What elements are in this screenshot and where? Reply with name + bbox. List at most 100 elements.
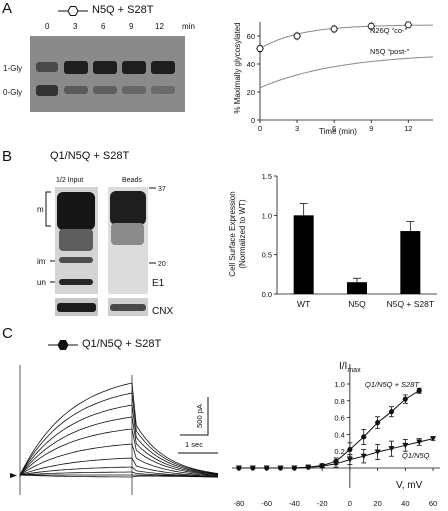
panel-c-x-tick-label: -40 (289, 499, 300, 508)
current-trace (19, 416, 219, 477)
gel-label-1gly: 1-Gly (3, 64, 23, 73)
time-9: 9 (129, 22, 134, 31)
band-label-un: un (37, 278, 46, 287)
panel-c-point-hexagon (388, 409, 395, 415)
time-unit: min (182, 22, 195, 31)
panel-a-x-tick-label: 12 (404, 124, 412, 133)
panel-b-bars: WT N5Q N5Q + S28T (293, 203, 434, 309)
panel-c-point-triangle (249, 465, 256, 471)
panel-a-x-tick-label: 6 (332, 124, 336, 133)
panel-a-y-tick-label: 0 (251, 116, 255, 125)
gel-label-0gly: 0-Gly (3, 88, 23, 97)
panel-a-x-tick-label: 3 (295, 124, 299, 133)
panel-b-y-tick-label: 1.0 (262, 211, 272, 220)
panel-b-chart: 0.0 0.5 1.0 1.5 WT N5Q N5Q + S28T Cell Surfac… (228, 172, 437, 309)
panel-b-category-label: N5Q (348, 299, 366, 309)
panel-b-legend: Q1/N5Q + S28T (50, 150, 130, 162)
panel-c-xlabel: V, mV (396, 480, 423, 491)
panel-a-ylabel: % Maximally glycosylated (233, 22, 242, 113)
panel-c-point-hexagon (374, 420, 381, 426)
panel-b-y-tick-label: 1.5 (262, 172, 272, 181)
fit-curve-co (259, 24, 433, 50)
blot-cnx-beads (108, 298, 148, 316)
panel-c-legend: Q1/N5Q + S28T (48, 338, 218, 354)
panel-c-point-triangle (374, 449, 381, 456)
band-label-m: m (37, 205, 44, 214)
panel-b-y-tick-label: 0.5 (262, 251, 272, 260)
panel-c-ylabel: I/Imax (339, 361, 361, 374)
time-header: 0 3 6 9 12 min (36, 23, 196, 35)
current-trace (19, 382, 219, 477)
panel-b-bar (293, 215, 314, 294)
current-trace (19, 392, 219, 477)
panel-a-legend: N5Q + S28T (58, 4, 198, 20)
panel-c-y-tick-label: 0.2 (334, 447, 344, 456)
panel-c-point-triangle (277, 465, 284, 471)
panel-c-x-tick-label: -80 (234, 499, 245, 508)
panel-c-y-tick-label: 0.4 (334, 430, 344, 439)
time-0: 0 (45, 22, 50, 31)
panel-a-y-tick-label: 20 (247, 88, 255, 97)
blot-cnx-input (55, 298, 98, 316)
panel-a-x-tick-label: 9 (369, 124, 373, 133)
panel-c-x-tick-label: 20 (373, 499, 381, 508)
time-6: 6 (101, 22, 106, 31)
blot-annotations: 37 20 m im un E1 CNX (37, 186, 173, 317)
mw-37: 37 (158, 186, 166, 193)
band-label-im: im (37, 257, 46, 266)
current-trace (19, 428, 219, 477)
panel-b-ylabel-1: Cell Surface Expression (228, 191, 237, 276)
panel-b-y-tick-label: 0.0 (262, 290, 272, 299)
current-trace (19, 466, 219, 478)
panel-b-category-label: WT (297, 299, 310, 309)
panel-a-data-point (330, 25, 338, 33)
panel-c-point-triangle (416, 439, 423, 445)
panel-c-letter: C (2, 325, 13, 342)
panel-c-point-triangle (291, 465, 298, 471)
panel-a-letter: A (2, 0, 13, 17)
panel-c-point-hexagon (347, 447, 353, 452)
panel-c-point-triangle (263, 465, 270, 471)
panel-c-x-tick-label: 0 (348, 499, 352, 508)
lane-label-beads: Beads (122, 177, 142, 184)
current-trace-family (19, 382, 219, 478)
zero-current-arrow-icon (10, 473, 17, 478)
panel-a-data-points (256, 21, 413, 55)
panel-a-data-point (367, 22, 376, 30)
panel-a-x-tick-label: 0 (258, 124, 262, 133)
panel-c-point-hexagon (402, 396, 409, 402)
panel-b-bar (400, 231, 421, 294)
panel-c-x-tick-label: -60 (261, 499, 272, 508)
blot-e1-beads (108, 187, 148, 294)
scale-current: 500 pA (195, 404, 204, 428)
panel-c-y-tick-label: 0.8 (334, 397, 344, 406)
filled-hexagon-marker-icon (48, 340, 78, 350)
current-trace (19, 443, 219, 477)
current-trace (19, 457, 219, 477)
panel-b-ylabel-2: (Normalized to WT) (238, 199, 247, 269)
panel-a-xlabel: Time (min) (319, 127, 357, 136)
panel-a-y-tick-label: 60 (247, 32, 255, 41)
panel-a-gel (30, 36, 185, 112)
series-label-q1n5q: Q1/N5Q (402, 451, 430, 460)
panel-c-point-triangle (360, 453, 367, 460)
panel-a-legend-text: N5Q + S28T (92, 4, 154, 16)
blot-label-e1: E1 (152, 278, 165, 289)
panel-b-letter: B (2, 148, 13, 165)
panel-a-data-point (404, 21, 413, 29)
panel-c-iv-chart: -80 -60 -40 -20 0 20 40 60 0.2 0.4 0.6 0.8 1.0 I/Ima… (232, 361, 440, 508)
current-trace (19, 471, 219, 478)
panel-c-point-triangle (346, 457, 353, 463)
panel-c-x-tick-label: -20 (317, 499, 328, 508)
blot-label-cnx: CNX (152, 306, 173, 317)
panel-a-y-tick-label: 40 (247, 60, 255, 69)
panel-c-legend-text: Q1/N5Q + S28T (82, 338, 162, 350)
panel-c-point-hexagon (360, 434, 367, 440)
series-label-s28t: Q1/N5Q + S28T (365, 380, 420, 389)
time-12: 12 (155, 22, 164, 31)
panel-a-axes: 0 3 6 9 12 0 20 40 60 (247, 22, 433, 133)
curve-label-co: N26Q “co-” (370, 26, 408, 35)
panel-b-category-label: N5Q + S28T (387, 299, 434, 309)
scale-bar-lines (180, 397, 209, 436)
scale-bar: 500 pA 1 sec (180, 397, 209, 449)
